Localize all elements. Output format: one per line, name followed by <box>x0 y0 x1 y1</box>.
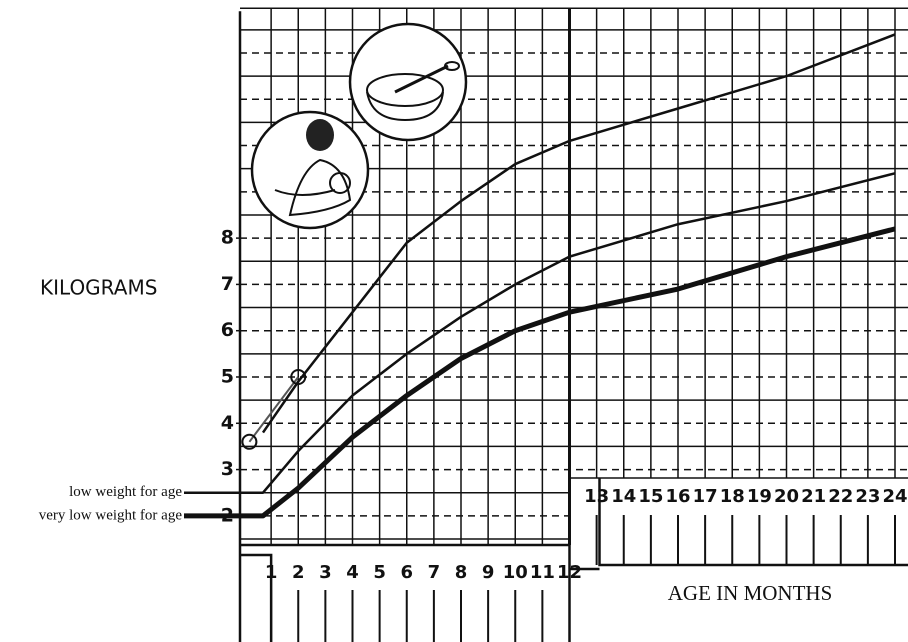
food-bowl-icon <box>350 24 466 140</box>
x-tick-label: 14 <box>611 486 636 507</box>
x-tick-label: 8 <box>455 562 468 583</box>
x-tick-label: 10 <box>503 562 528 583</box>
y-tick-label: 6 <box>221 319 234 341</box>
x-tick-label: 17 <box>693 486 718 507</box>
x-tick-label: 20 <box>774 486 799 507</box>
y-tick-label: 3 <box>221 458 234 480</box>
plot: 2345678123456789101112131415161718192021… <box>39 34 908 642</box>
chart: KILOGRAMS AGE IN MONTHS 2345678123456789… <box>0 0 908 642</box>
y-tick-label: 5 <box>221 365 234 387</box>
x-tick-label: 16 <box>665 486 690 507</box>
legend-label: low weight for age <box>69 484 182 500</box>
x-tick-label: 22 <box>828 486 853 507</box>
y-tick-label: 8 <box>221 227 234 249</box>
legend-label: very low weight for age <box>39 507 183 523</box>
x-tick-label: 6 <box>400 562 413 583</box>
x-tick-label: 12 <box>557 562 582 583</box>
x-tick-label: 23 <box>855 486 880 507</box>
x-tick-label: 5 <box>373 562 386 583</box>
y-tick-label: 4 <box>221 412 234 434</box>
x-axis-title: AGE IN MONTHS <box>668 581 833 605</box>
y-axis-title: KILOGRAMS <box>40 276 157 300</box>
x-tick-label: 7 <box>428 562 441 583</box>
x-tick-label: 1 <box>265 562 278 583</box>
x-tick-label: 21 <box>801 486 826 507</box>
x-tick-label: 9 <box>482 562 495 583</box>
x-tick-label: 4 <box>346 562 359 583</box>
x-tick-label: 11 <box>530 562 555 583</box>
x-tick-label: 13 <box>584 486 609 507</box>
grid <box>240 8 908 642</box>
x-tick-label: 15 <box>638 486 663 507</box>
x-tick-label: 24 <box>882 486 907 507</box>
breastfeeding-icon <box>252 112 368 228</box>
x-tick-label: 3 <box>319 562 332 583</box>
x-tick-label: 18 <box>720 486 745 507</box>
child-line <box>249 377 298 442</box>
x-tick-label: 19 <box>747 486 772 507</box>
y-tick-label: 7 <box>221 273 234 295</box>
x-tick-label: 2 <box>292 562 305 583</box>
